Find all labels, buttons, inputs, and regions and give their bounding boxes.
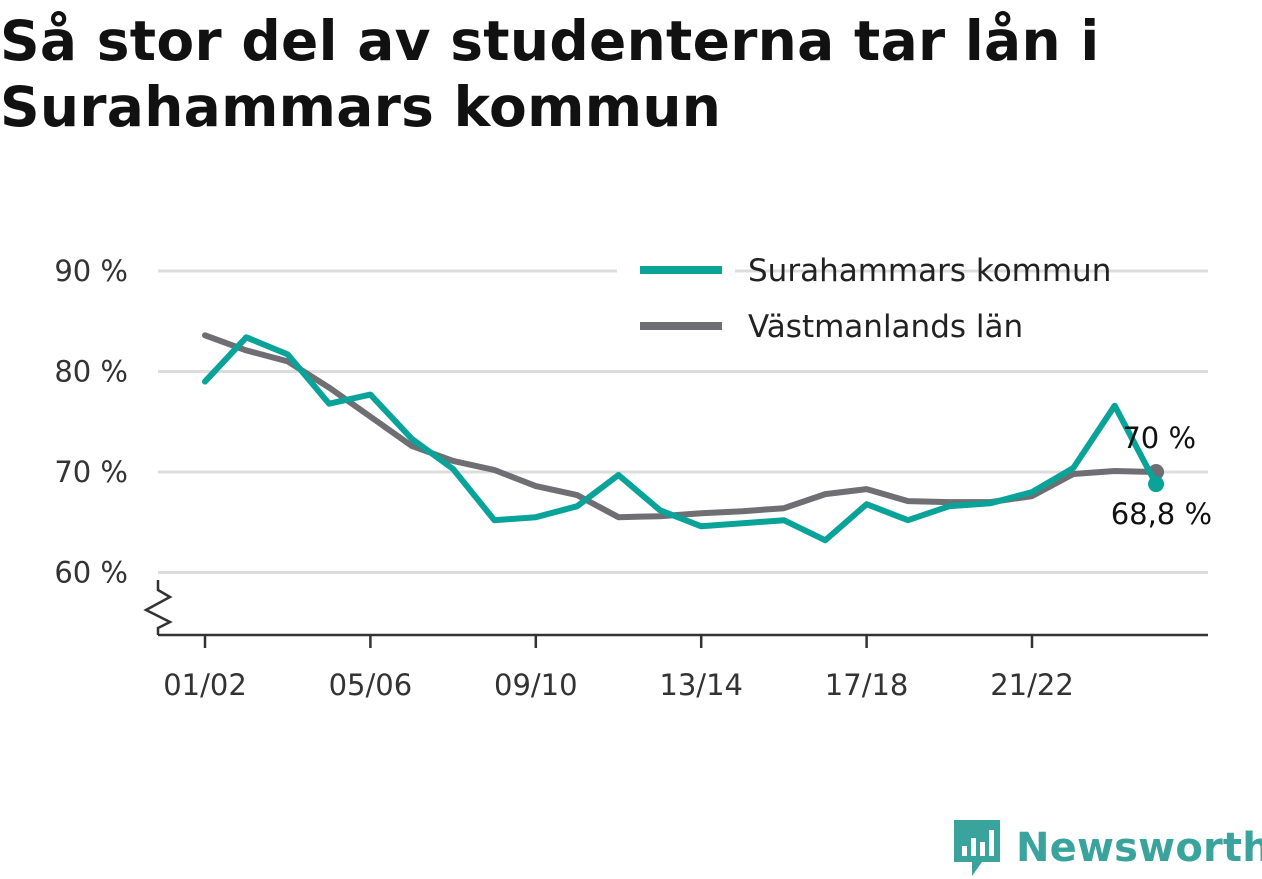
- axis-break-icon: [143, 580, 173, 635]
- x-tick-label: 01/02: [163, 668, 247, 702]
- y-tick-label: 70 %: [54, 455, 128, 489]
- brand-name: Newsworthy: [1016, 825, 1262, 871]
- legend-label-0: Surahammars kommun: [748, 253, 1111, 289]
- y-tick-label: 80 %: [54, 355, 128, 389]
- end-label-surahammar: 68,8 %: [1111, 497, 1212, 531]
- x-tick-label: 21/22: [990, 668, 1074, 702]
- series-end-point-0: [1148, 476, 1165, 493]
- end-label-vastmanland: 70 %: [1122, 421, 1196, 455]
- chart-title: Så stor del av studenterna tar lån i Sur…: [0, 9, 1100, 139]
- axes: 60 % 70 % 80 % 90 % 01/02 05/06 09/10 13/14 17/1…: [54, 254, 1208, 702]
- end-labels: 70 % 68,8 %: [1111, 421, 1212, 531]
- y-tick-label: 90 %: [54, 254, 128, 288]
- x-tick-label: 09/10: [494, 668, 578, 702]
- series-line-1: [202, 332, 1160, 521]
- x-tick-label: 17/18: [825, 668, 909, 702]
- x-tick-label: 13/14: [659, 668, 743, 702]
- x-tick-label: 05/06: [329, 668, 413, 702]
- newsworthy-logo: Newsworthy: [952, 818, 1262, 878]
- series-line-0: [202, 334, 1160, 544]
- newsworthy-logo-icon: [954, 820, 1000, 876]
- y-tick-label: 60 %: [54, 556, 128, 590]
- legend: Surahammars kommun Västmanlands län: [617, 253, 1111, 345]
- series-lines: [202, 332, 1165, 544]
- legend-label-1: Västmanlands län: [748, 309, 1023, 345]
